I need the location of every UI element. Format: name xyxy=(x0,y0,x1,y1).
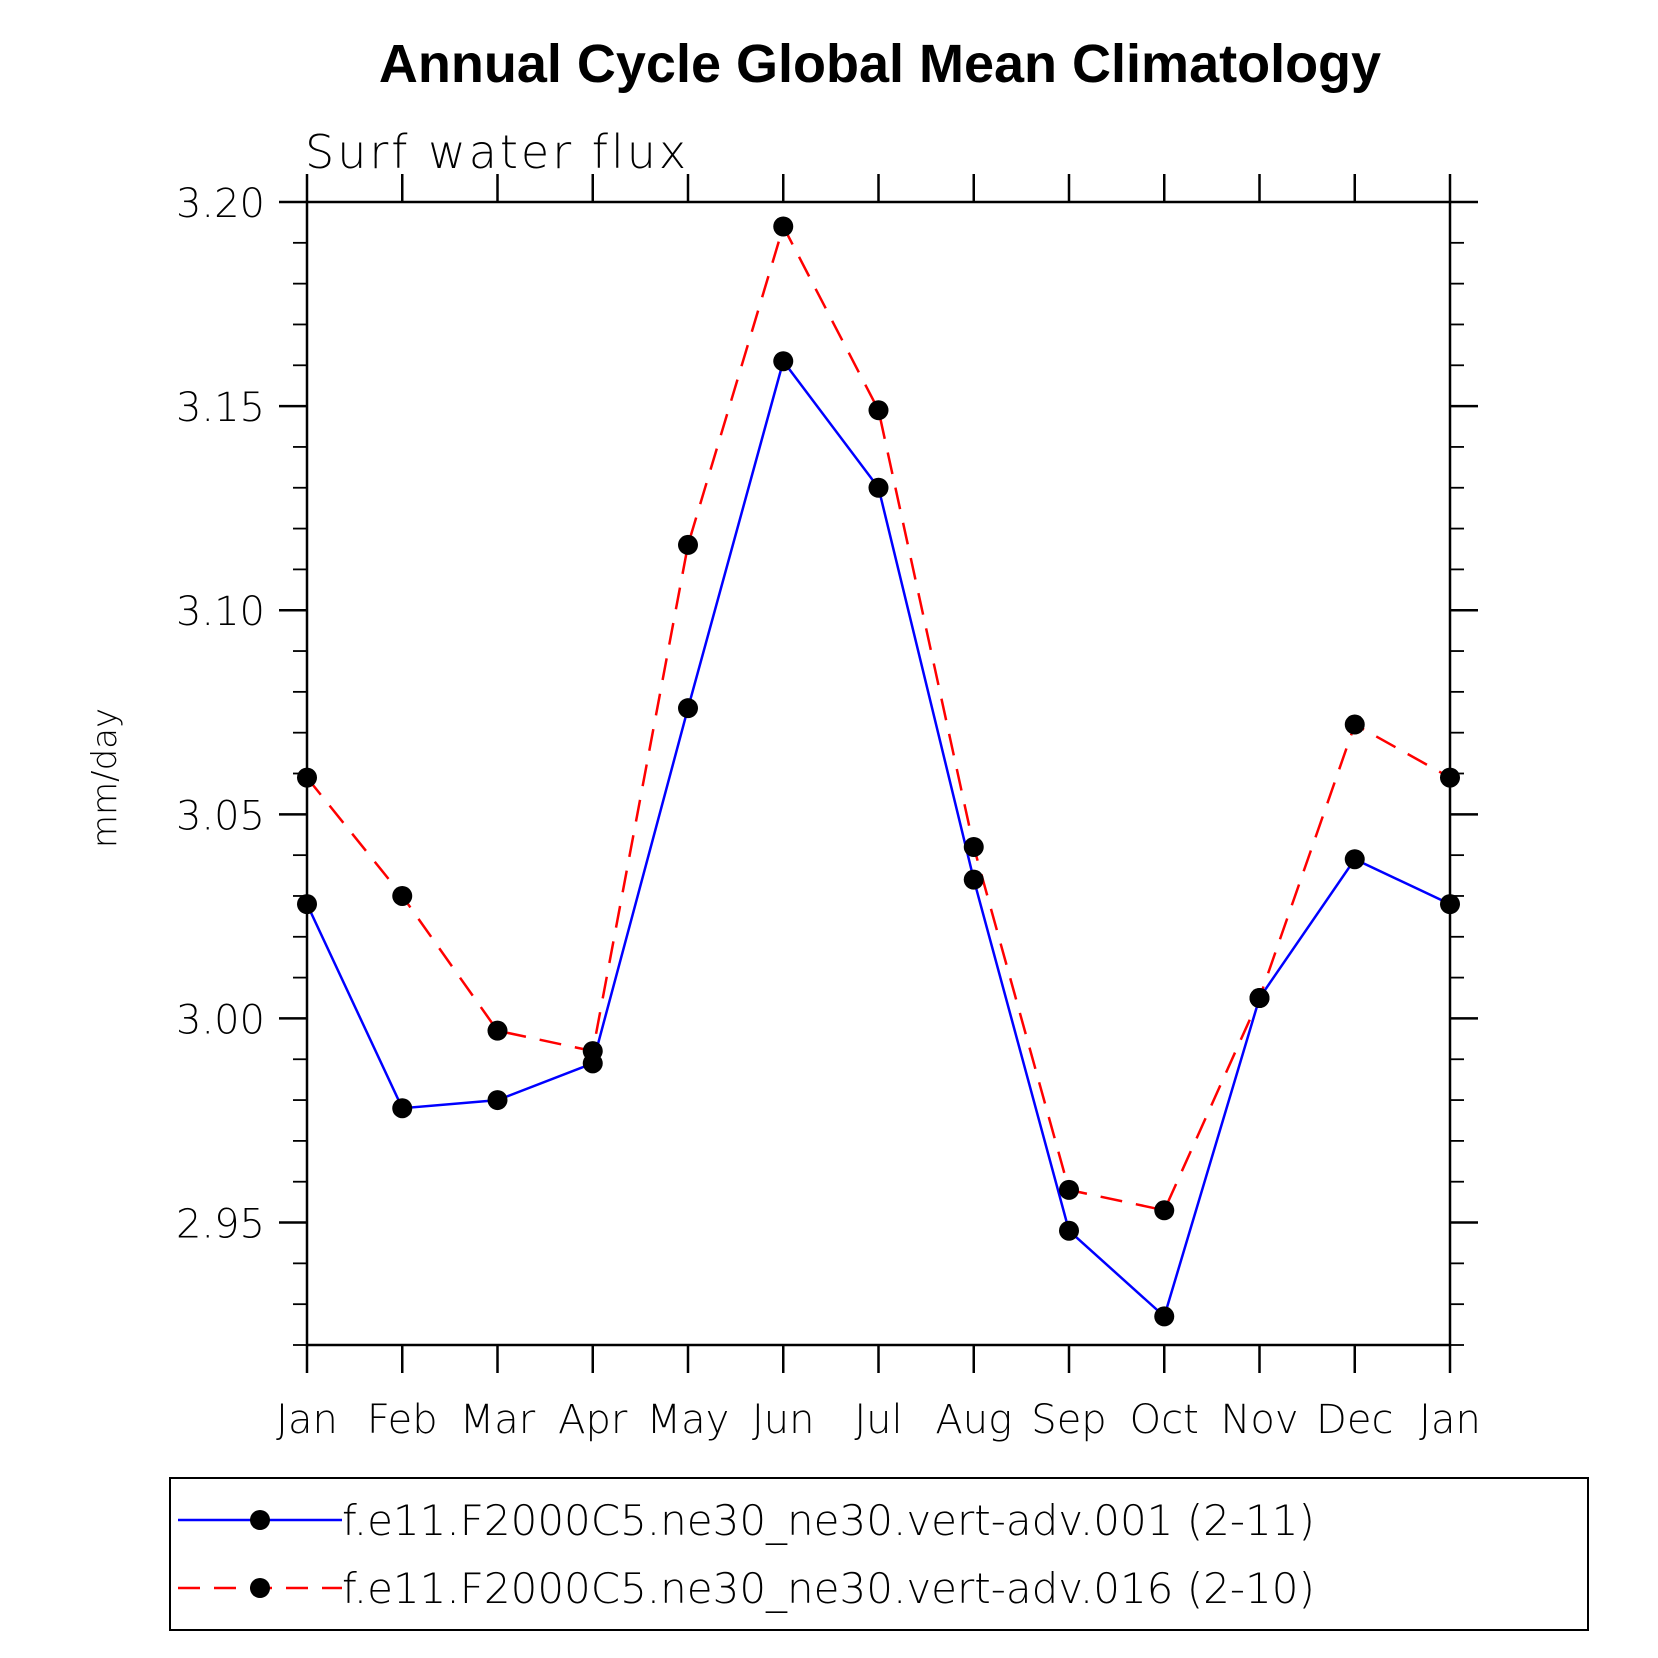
x-tick-label: May xyxy=(647,1397,730,1443)
x-tick-label: Feb xyxy=(367,1397,438,1443)
y-tick-label: 3.15 xyxy=(176,385,265,431)
data-point-series-2 xyxy=(773,216,794,237)
chart-subtitle: Surf water flux xyxy=(305,125,689,179)
data-point-series-1 xyxy=(1344,849,1365,870)
x-tick-label: Nov xyxy=(1220,1397,1298,1443)
data-point-series-1 xyxy=(773,351,794,372)
legend-label-series-1: f.e11.F2000C5.ne30_ne30.vert-adv.001 (2-… xyxy=(342,1496,1315,1545)
x-tick-label: Jul xyxy=(854,1397,902,1443)
data-point-series-1 xyxy=(868,477,889,498)
data-point-series-2 xyxy=(678,534,698,555)
data-point-series-2 xyxy=(1154,1200,1175,1221)
data-point-series-1 xyxy=(963,869,984,890)
legend-marker-series-2 xyxy=(250,1578,270,1598)
axis-ticks xyxy=(279,174,1478,1373)
data-point-series-2 xyxy=(1440,767,1460,788)
y-tick-label: 3.05 xyxy=(176,793,265,839)
data-point-series-2 xyxy=(963,836,984,857)
legend-label-series-2: f.e11.F2000C5.ne30_ne30.vert-adv.016 (2-… xyxy=(342,1564,1315,1613)
plot-frame xyxy=(305,200,1452,1347)
x-tick-label: Mar xyxy=(460,1397,536,1443)
data-point-series-2 xyxy=(868,400,889,421)
y-tick-label: 3.00 xyxy=(176,997,265,1043)
chart-title: Annual Cycle Global Mean Climatology xyxy=(379,34,1381,94)
y-axis-label: mm/day xyxy=(85,708,125,848)
data-point-series-1 xyxy=(297,894,317,915)
series-line-1 xyxy=(305,358,1451,1319)
y-tick-label: 3.20 xyxy=(176,181,265,227)
x-tick-labels: Jan Feb Mar Apr May Jun Jul Aug Sep Oct Nov Dec Jan xyxy=(276,1397,1481,1443)
legend-box xyxy=(169,1477,1589,1631)
x-tick-label: Oct xyxy=(1130,1397,1199,1443)
data-point-series-1 xyxy=(678,698,698,719)
y-tick-label: 2.95 xyxy=(176,1202,265,1248)
data-point-series-2 xyxy=(1059,1179,1079,1200)
data-point-series-1 xyxy=(1154,1306,1175,1327)
data-point-series-1 xyxy=(487,1090,508,1111)
series-line-2 xyxy=(306,223,1451,1212)
y-tick-label: 3.10 xyxy=(176,589,265,635)
data-point-series-2 xyxy=(582,1041,603,1062)
x-tick-label: Jan xyxy=(276,1397,338,1443)
y-tick-labels: 3.20 3.15 3.10 3.05 3.00 2.95 xyxy=(176,181,265,1248)
data-point-series-1 xyxy=(1440,894,1460,915)
data-point-series-1 xyxy=(392,1098,413,1119)
series-layer xyxy=(297,216,1460,1327)
data-point-series-2 xyxy=(392,885,413,906)
legend-marker-series-1 xyxy=(250,1510,270,1530)
data-point-series-2 xyxy=(487,1020,508,1041)
data-point-series-2 xyxy=(297,767,317,788)
data-point-series-2 xyxy=(1249,988,1270,1009)
x-tick-label: Dec xyxy=(1316,1397,1393,1443)
x-tick-label: Jun xyxy=(752,1397,815,1443)
data-point-series-1 xyxy=(1059,1220,1079,1241)
data-point-series-2 xyxy=(1344,714,1365,735)
x-tick-label: Jan xyxy=(1419,1397,1481,1443)
x-tick-label: Aug xyxy=(935,1397,1012,1443)
x-tick-label: Sep xyxy=(1031,1397,1106,1443)
x-tick-label: Apr xyxy=(558,1397,628,1443)
legend: f.e11.F2000C5.ne30_ne30.vert-adv.001 (2-… xyxy=(169,1477,1589,1631)
